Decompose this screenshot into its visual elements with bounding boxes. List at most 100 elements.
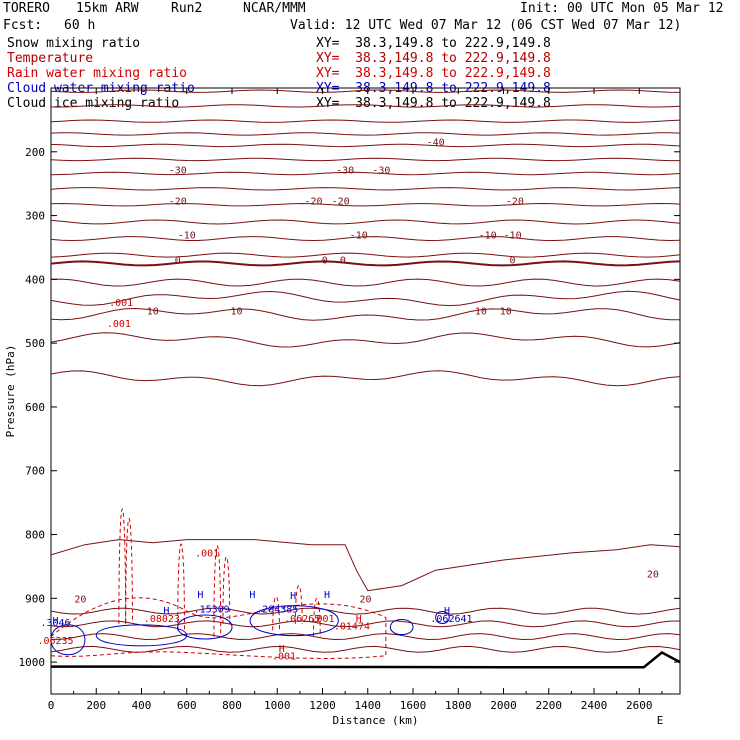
contour-label: 10 bbox=[231, 306, 243, 317]
isotherm-line bbox=[50, 89, 681, 93]
x-tick-label: 2200 bbox=[536, 699, 563, 712]
init-time: Init: 00 UTC Mon 05 Mar 12 bbox=[520, 1, 724, 16]
isotherm-line bbox=[50, 290, 681, 307]
contour-label: -10 bbox=[350, 231, 368, 242]
forecast-label: Fcst: bbox=[3, 18, 43, 33]
contour-label: H bbox=[279, 644, 285, 655]
contour-label: .001 bbox=[109, 298, 133, 309]
x-tick-label: 2600 bbox=[626, 699, 653, 712]
x-axis-label: Distance (km) bbox=[332, 714, 418, 727]
isotherm-line bbox=[50, 235, 681, 242]
contour-label: .06265 bbox=[284, 614, 320, 625]
contour-label: .06235 bbox=[37, 636, 73, 647]
model-org: NCAR/MMM bbox=[243, 1, 306, 16]
y-tick-label: 600 bbox=[25, 401, 45, 414]
isotherm-line bbox=[50, 143, 681, 148]
contour-label: 10 bbox=[475, 306, 487, 317]
contour-label: H bbox=[324, 590, 330, 601]
contour-label: -10 bbox=[504, 231, 522, 242]
y-tick-label: 800 bbox=[25, 529, 45, 542]
y-tick-label: 500 bbox=[25, 337, 45, 350]
rain-contour bbox=[118, 508, 127, 624]
contour-label: .001 bbox=[310, 614, 334, 625]
isotherm-line bbox=[50, 539, 681, 592]
contour-label: -20 bbox=[332, 197, 350, 208]
contour-label: .15309 bbox=[194, 605, 230, 616]
isotherm-line bbox=[51, 104, 681, 108]
contour-label: H bbox=[290, 591, 296, 602]
plot-frame bbox=[50, 87, 681, 695]
cloud-water-contour bbox=[95, 624, 188, 647]
rain-contour bbox=[50, 597, 387, 659]
x-tick-label: 1800 bbox=[445, 699, 472, 712]
x-tick-label: 0 bbox=[48, 699, 55, 712]
isotherm-line bbox=[50, 119, 681, 123]
contour-label: .01474 bbox=[334, 621, 370, 632]
contour-label: .284385 bbox=[256, 605, 298, 616]
contour-label: H bbox=[53, 616, 59, 627]
cloud-water-contour bbox=[50, 624, 86, 656]
x-tick-label: 1600 bbox=[400, 699, 427, 712]
x-tick-label: 400 bbox=[132, 699, 152, 712]
cloud-water-contour bbox=[177, 614, 233, 640]
field-section-coords: XY= 38.3,149.8 to 222.9,149.8 bbox=[316, 51, 551, 66]
contour-label: H bbox=[444, 606, 450, 617]
isotherm-line bbox=[50, 187, 681, 191]
isotherm-line bbox=[50, 157, 680, 162]
field-section-coords: XY= 38.3,149.8 to 222.9,149.8 bbox=[316, 66, 551, 81]
contour-label: .062641 bbox=[430, 614, 472, 625]
field-name: Rain water mixing ratio bbox=[7, 66, 188, 81]
contour-label: .001 bbox=[272, 652, 296, 663]
x-tick-label: 200 bbox=[86, 699, 106, 712]
isotherm-line bbox=[50, 607, 681, 615]
model-name: TORERO bbox=[3, 1, 50, 16]
contour-label: -20 bbox=[304, 197, 322, 208]
y-tick-label: 200 bbox=[25, 146, 45, 159]
contour-label: -40 bbox=[427, 137, 445, 148]
y-axis-label: Pressure (hPa) bbox=[4, 345, 17, 438]
contour-label: 20 bbox=[647, 569, 659, 580]
contour-label: -30 bbox=[336, 165, 354, 176]
rain-contour bbox=[272, 596, 281, 631]
x-tick-label: 1400 bbox=[355, 699, 382, 712]
cloud-water-contour bbox=[389, 619, 414, 636]
rain-contour bbox=[222, 556, 231, 624]
rain-contour bbox=[312, 598, 321, 637]
contour-label: 0 bbox=[322, 255, 328, 266]
x-tick-label: 800 bbox=[222, 699, 242, 712]
rain-contour bbox=[177, 543, 185, 631]
contour-label: 10 bbox=[500, 306, 512, 317]
contour-label: .001 bbox=[107, 319, 131, 330]
isotherm-line bbox=[50, 252, 681, 258]
rain-contour bbox=[294, 585, 303, 624]
isotherm-line bbox=[50, 132, 681, 136]
x-tick-label: 2000 bbox=[490, 699, 517, 712]
rain-contour bbox=[125, 518, 133, 624]
cloud-water-contour bbox=[249, 605, 339, 637]
isotherm-line bbox=[50, 260, 681, 267]
isotherm-line bbox=[50, 202, 681, 207]
contour-label: -20 bbox=[169, 197, 187, 208]
isotherm-line bbox=[50, 620, 681, 628]
contour-label: .3046 bbox=[40, 618, 70, 629]
contour-label: .08023 bbox=[144, 614, 180, 625]
isotherm-line bbox=[50, 219, 681, 225]
east-label: E bbox=[657, 714, 664, 727]
cloud-water-contour bbox=[435, 610, 450, 624]
field-section-coords: XY= 38.3,149.8 to 222.9,149.8 bbox=[316, 36, 551, 51]
x-tick-label: 1000 bbox=[264, 699, 291, 712]
isotherm-line bbox=[50, 633, 681, 641]
model-run: Run2 bbox=[171, 1, 203, 16]
y-tick-label: 700 bbox=[25, 465, 45, 478]
contour-label: .001 bbox=[195, 549, 219, 560]
y-tick-label: 900 bbox=[25, 592, 45, 605]
field-name: Temperature bbox=[7, 51, 94, 66]
contour-label: H bbox=[356, 614, 362, 625]
contour-label: -30 bbox=[169, 165, 187, 176]
contour-label: 0 bbox=[175, 255, 181, 266]
contour-label: H bbox=[249, 590, 255, 601]
isotherm-line bbox=[50, 332, 681, 348]
isotherm-line bbox=[50, 307, 681, 321]
isotherm-line bbox=[50, 370, 681, 387]
contour-label: 20 bbox=[74, 594, 86, 605]
